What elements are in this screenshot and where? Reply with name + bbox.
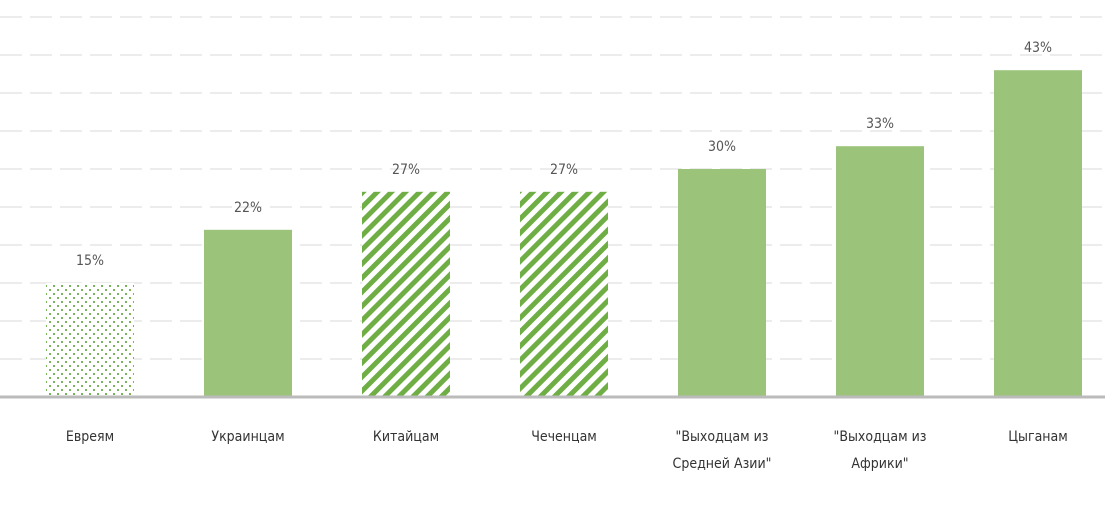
- bar: [46, 283, 134, 397]
- value-label: 22%: [234, 200, 262, 216]
- value-label: 15%: [76, 253, 104, 269]
- x-tick-label: "Выходцам из Африки": [833, 429, 927, 472]
- x-tick-label: Чеченцам: [531, 429, 597, 445]
- bar: [362, 191, 450, 397]
- bar: [678, 169, 766, 397]
- x-tick-label: "Выходцам из Средней Азии": [672, 429, 772, 472]
- value-label: 43%: [1024, 40, 1052, 56]
- x-tick-label: Украинцам: [211, 429, 285, 445]
- bar: [204, 229, 292, 397]
- bar: [994, 70, 1082, 397]
- value-label: 27%: [550, 162, 578, 178]
- x-tick-label: Цыганам: [1008, 429, 1068, 445]
- bar: [520, 191, 608, 397]
- x-tick-label: Евреям: [65, 429, 115, 445]
- bar: [836, 146, 924, 397]
- value-label: 33%: [866, 116, 894, 132]
- x-tick-label: Китайцам: [372, 429, 440, 445]
- value-label: 27%: [392, 162, 420, 178]
- value-label: 30%: [708, 139, 736, 155]
